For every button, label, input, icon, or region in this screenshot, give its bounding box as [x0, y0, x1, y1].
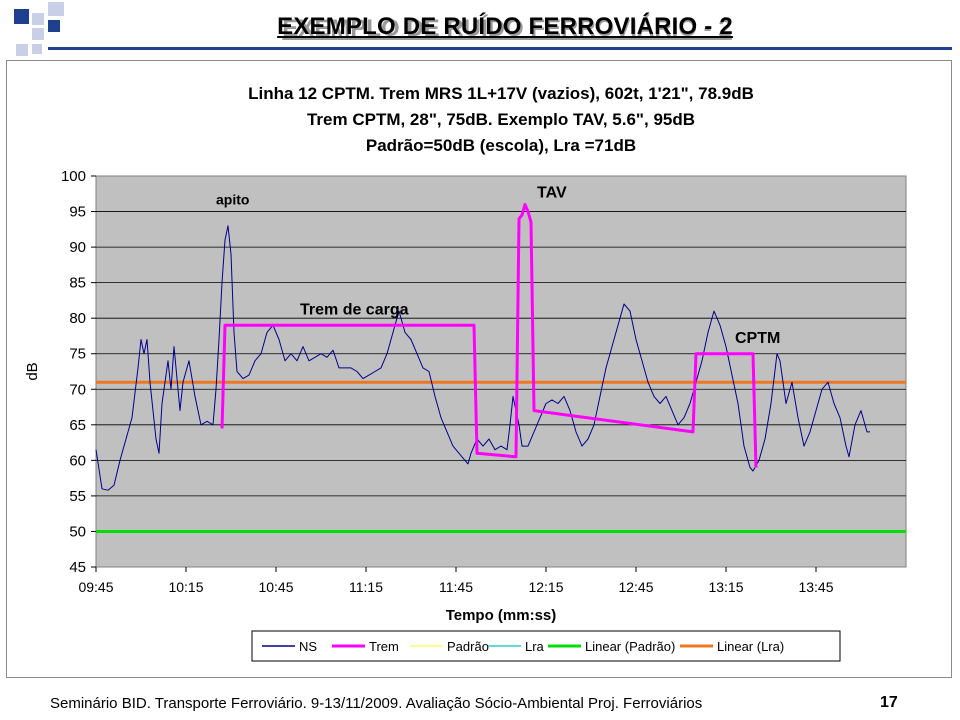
chart-annotation: TAV — [537, 184, 567, 201]
series-line-trem — [220, 202, 758, 468]
legend-label: NS — [299, 639, 317, 654]
y-tick-label: 75 — [69, 346, 86, 363]
x-tick-label: 11:15 — [349, 579, 383, 595]
y-tick-label: 50 — [69, 523, 86, 540]
chart-title-line: Trem CPTM, 28", 75dB. Exemplo TAV, 5.6",… — [307, 110, 695, 129]
plot-area — [95, 175, 907, 568]
y-tick-label: 85 — [69, 275, 86, 292]
legend-label: Trem — [369, 639, 399, 654]
legend-label: Padrão — [447, 639, 489, 654]
chart-title-line: Linha 12 CPTM. Trem MRS 1L+17V (vazios),… — [248, 84, 754, 103]
title-underline-bar — [48, 47, 952, 50]
chart-annotation: CPTM — [735, 330, 780, 347]
x-axis-label: Tempo (mm:ss) — [446, 607, 557, 624]
x-tick-label: 13:15 — [708, 579, 743, 595]
slide-title-text: EXEMPLO DE RUÍDO FERROVIÁRIO - 2 — [277, 13, 733, 40]
x-tick-label: 10:15 — [168, 579, 203, 595]
legend-label: Lra — [525, 639, 545, 654]
corner-decoration — [14, 2, 64, 56]
slide-title-shadow: EXEMPLO DE RUÍDO FERROVIÁRIO - 2 — [282, 15, 732, 42]
y-tick-label: 55 — [69, 488, 86, 505]
slide-title: EXEMPLO DE RUÍDO FERROVIÁRIO - 2 EXEMPLO… — [160, 10, 850, 44]
y-tick-label: 70 — [69, 381, 86, 398]
footer-text: Seminário BID. Transporte Ferroviário. 9… — [50, 695, 703, 712]
x-tick-label: 10:45 — [258, 579, 293, 595]
y-tick-label: 45 — [69, 559, 86, 576]
x-tick-label: 11:45 — [439, 579, 473, 595]
y-tick-label: 95 — [69, 204, 86, 221]
noise-chart: Linha 12 CPTM. Trem MRS 1L+17V (vazios),… — [24, 84, 907, 662]
y-tick-label: 80 — [69, 310, 86, 327]
page-number: 17 — [880, 694, 898, 711]
y-tick-label: 90 — [69, 239, 86, 256]
legend-label: Linear (Lra) — [717, 639, 784, 654]
y-tick-label: 60 — [69, 452, 86, 469]
x-tick-label: 09:45 — [78, 579, 113, 595]
y-tick-label: 100 — [61, 168, 86, 185]
legend-label: Linear (Padrão) — [585, 639, 675, 654]
chart-title-line: Padrão=50dB (escola), Lra =71dB — [366, 136, 636, 155]
series-line-ns — [95, 225, 870, 491]
chart-container: Linha 12 CPTM. Trem MRS 1L+17V (vazios),… — [6, 60, 952, 678]
chart-annotation: apito — [216, 191, 249, 207]
y-axis-label: dB — [24, 362, 41, 380]
x-tick-label: 12:45 — [618, 579, 653, 595]
x-tick-label: 13:45 — [798, 579, 833, 595]
y-tick-label: 65 — [69, 417, 86, 434]
x-tick-label: 12:15 — [528, 579, 563, 595]
chart-annotation: Trem de carga — [300, 302, 409, 319]
